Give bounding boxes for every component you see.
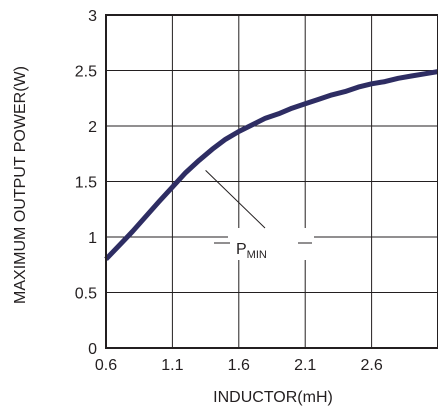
- y-tick-label: 2: [88, 119, 97, 136]
- x-tick-label: 2.1: [294, 357, 316, 374]
- x-axis-title: INDUCTOR(mH): [213, 389, 333, 406]
- annotation-leader: [205, 170, 266, 229]
- y-tick-label: 2.5: [75, 64, 97, 81]
- grid: [106, 15, 438, 348]
- tick-labels: 0.6 1.1 1.6 2.1 2.6 0 0.5 1 1.5 2 2.5 3: [75, 8, 383, 374]
- y-tick-label: 0.5: [75, 286, 97, 303]
- y-tick-label: 1.5: [75, 175, 97, 192]
- y-tick-label: 3: [88, 8, 97, 25]
- y-tick-label: 1: [88, 230, 97, 247]
- x-tick-label: 1.6: [228, 357, 250, 374]
- annotation-main: P: [236, 241, 247, 258]
- x-tick-label: 2.6: [360, 357, 382, 374]
- x-tick-label: 0.6: [95, 357, 117, 374]
- annotation-backdrop: [228, 228, 314, 260]
- plot-frame: [105, 14, 438, 349]
- annotation-pmin-label: PMIN: [236, 241, 267, 261]
- annotation-layer: PMIN: [205, 170, 314, 261]
- y-tick-label: 0: [88, 341, 97, 358]
- annotation-sub: MIN: [247, 249, 267, 261]
- y-axis-title: MAXIMUM OUTPUT POWER(W): [12, 66, 29, 304]
- series-line: [104, 69, 438, 261]
- x-tick-label: 1.1: [161, 357, 183, 374]
- series-layer: [104, 69, 438, 261]
